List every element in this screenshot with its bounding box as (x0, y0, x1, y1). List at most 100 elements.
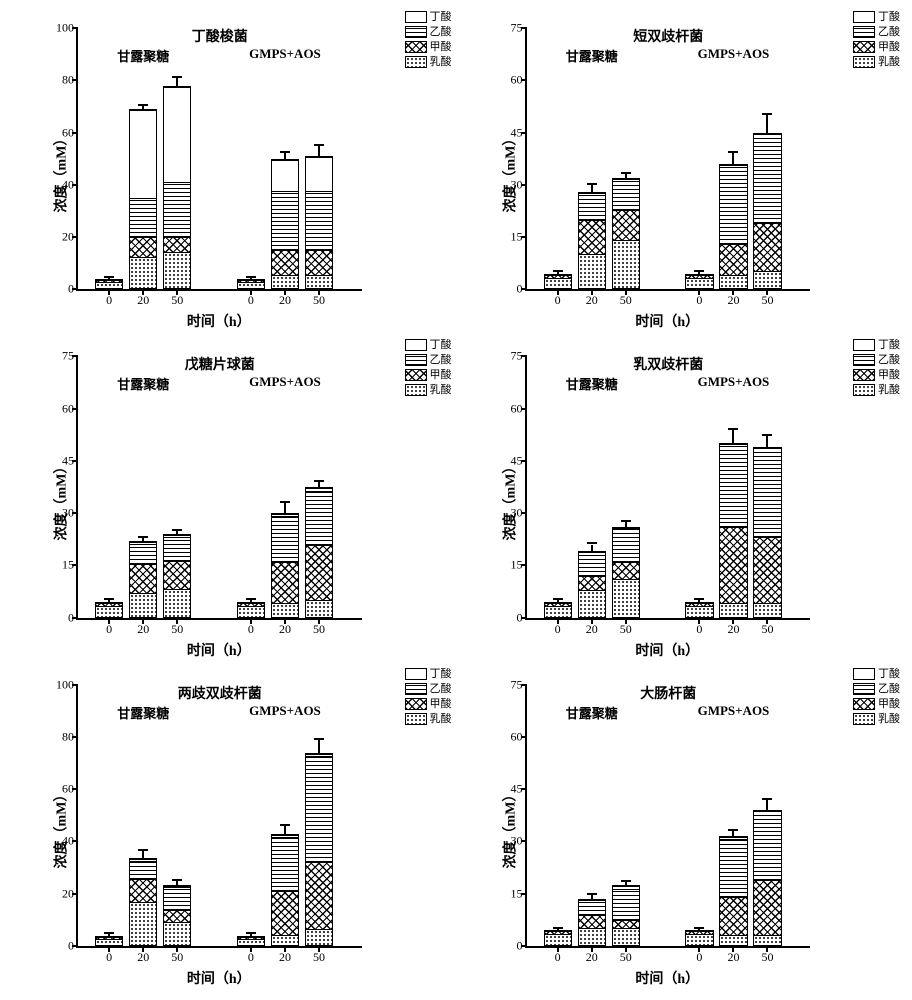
error-bar (142, 538, 144, 541)
y-tick-mark (72, 617, 78, 619)
legend-label: 乳酸 (430, 712, 452, 726)
error-bar-cap (246, 598, 256, 600)
bar-segment (130, 257, 156, 288)
legend-label: 丁酸 (430, 338, 452, 352)
error-bar (557, 929, 559, 931)
chart-title: 两歧双歧杆菌 (78, 683, 362, 703)
bar-segment (754, 815, 780, 880)
bar-segment (272, 935, 298, 945)
y-tick-mark (72, 408, 78, 410)
y-tick-mark (521, 788, 527, 790)
legend-swatch (853, 56, 875, 68)
plot-area: 短双歧杆菌01530456075甘露聚糖GMPS+AOS0205002050 (525, 28, 811, 291)
legend-item: 乙酸 (405, 682, 452, 696)
legend-label: 甲酸 (878, 368, 900, 382)
bar-segment (686, 275, 712, 278)
error-bar (284, 153, 286, 158)
error-bar-cap (314, 738, 324, 740)
legend-swatch (405, 26, 427, 38)
legend-item: 乳酸 (853, 55, 900, 69)
error-bar (108, 278, 110, 279)
error-bar (250, 600, 252, 602)
legend: 丁酸乙酸甲酸乳酸 (853, 338, 900, 398)
chart-panel: 浓度（mM）时间（h）丁酸乙酸甲酸乳酸戊糖片球菌01530456075甘露聚糖G… (10, 338, 454, 661)
stacked-bar (237, 279, 265, 289)
bar-segment (754, 603, 780, 617)
stacked-bar (271, 834, 299, 946)
stacked-bar (163, 86, 191, 290)
legend: 丁酸乙酸甲酸乳酸 (853, 10, 900, 70)
legend-item: 乙酸 (405, 353, 452, 367)
bar-segment (164, 535, 190, 537)
legend: 丁酸乙酸甲酸乳酸 (405, 338, 452, 398)
legend-swatch (853, 713, 875, 725)
legend-swatch (853, 41, 875, 53)
error-bar-cap (246, 932, 256, 934)
y-tick-mark (72, 945, 78, 947)
y-tick-mark (521, 184, 527, 186)
stacked-bar (237, 602, 265, 618)
error-bar (318, 740, 320, 753)
y-tick-mark (72, 355, 78, 357)
legend-label: 乳酸 (878, 712, 900, 726)
legend-swatch (405, 698, 427, 710)
bar-segment (306, 157, 332, 190)
bar-segment (545, 275, 571, 278)
legend: 丁酸乙酸甲酸乳酸 (405, 10, 452, 70)
stacked-bar (163, 885, 191, 946)
legend-item: 丁酸 (853, 10, 900, 24)
error-bar (108, 934, 110, 935)
error-bar-cap (728, 151, 738, 153)
stacked-bar (544, 930, 572, 946)
error-bar (250, 934, 252, 935)
x-tick-mark (176, 946, 178, 952)
legend-swatch (853, 26, 875, 38)
y-axis-label: 浓度（mM） (499, 131, 519, 212)
legend-label: 乳酸 (878, 383, 900, 397)
y-tick-mark (521, 512, 527, 514)
error-bar (625, 882, 627, 885)
chart-title: 丁酸梭菌 (78, 26, 362, 46)
bar-segment (754, 134, 780, 223)
stacked-bar (237, 936, 265, 946)
bar-segment (686, 931, 712, 934)
error-bar-cap (138, 104, 148, 106)
bar-segment (720, 603, 746, 617)
x-tick-mark (591, 618, 593, 624)
x-tick-mark (698, 289, 700, 295)
x-tick-mark (284, 946, 286, 952)
stacked-bar (305, 753, 333, 946)
error-bar (318, 146, 320, 156)
treatment-label: 甘露聚糖 (566, 46, 618, 65)
error-bar (732, 430, 734, 444)
bar-segment (754, 271, 780, 288)
y-tick-mark (72, 512, 78, 514)
bar-segment (306, 756, 332, 862)
y-axis-label: 浓度（mM） (50, 460, 70, 541)
y-tick-mark (521, 617, 527, 619)
stacked-bar (95, 279, 123, 289)
bar-segment (164, 589, 190, 616)
error-bar (176, 881, 178, 885)
y-tick-mark (521, 945, 527, 947)
error-bar (108, 600, 110, 602)
x-tick-mark (250, 618, 252, 624)
y-tick-mark (521, 684, 527, 686)
x-axis-label: 时间（h） (76, 968, 362, 988)
error-bar-cap (587, 542, 597, 544)
x-tick-mark (766, 946, 768, 952)
bar-segment (272, 603, 298, 617)
bar-segment (306, 491, 332, 544)
legend-swatch (405, 713, 427, 725)
error-bar-cap (246, 276, 256, 278)
x-axis-label: 时间（h） (525, 640, 811, 660)
y-tick-mark (521, 408, 527, 410)
bar-segment (130, 542, 156, 544)
y-tick-mark (72, 27, 78, 29)
chart-title: 乳双歧杆菌 (527, 354, 811, 374)
bar-segment (613, 240, 639, 288)
bar-segment (164, 887, 190, 910)
legend-label: 丁酸 (878, 338, 900, 352)
y-tick-mark (72, 564, 78, 566)
error-bar (732, 153, 734, 163)
